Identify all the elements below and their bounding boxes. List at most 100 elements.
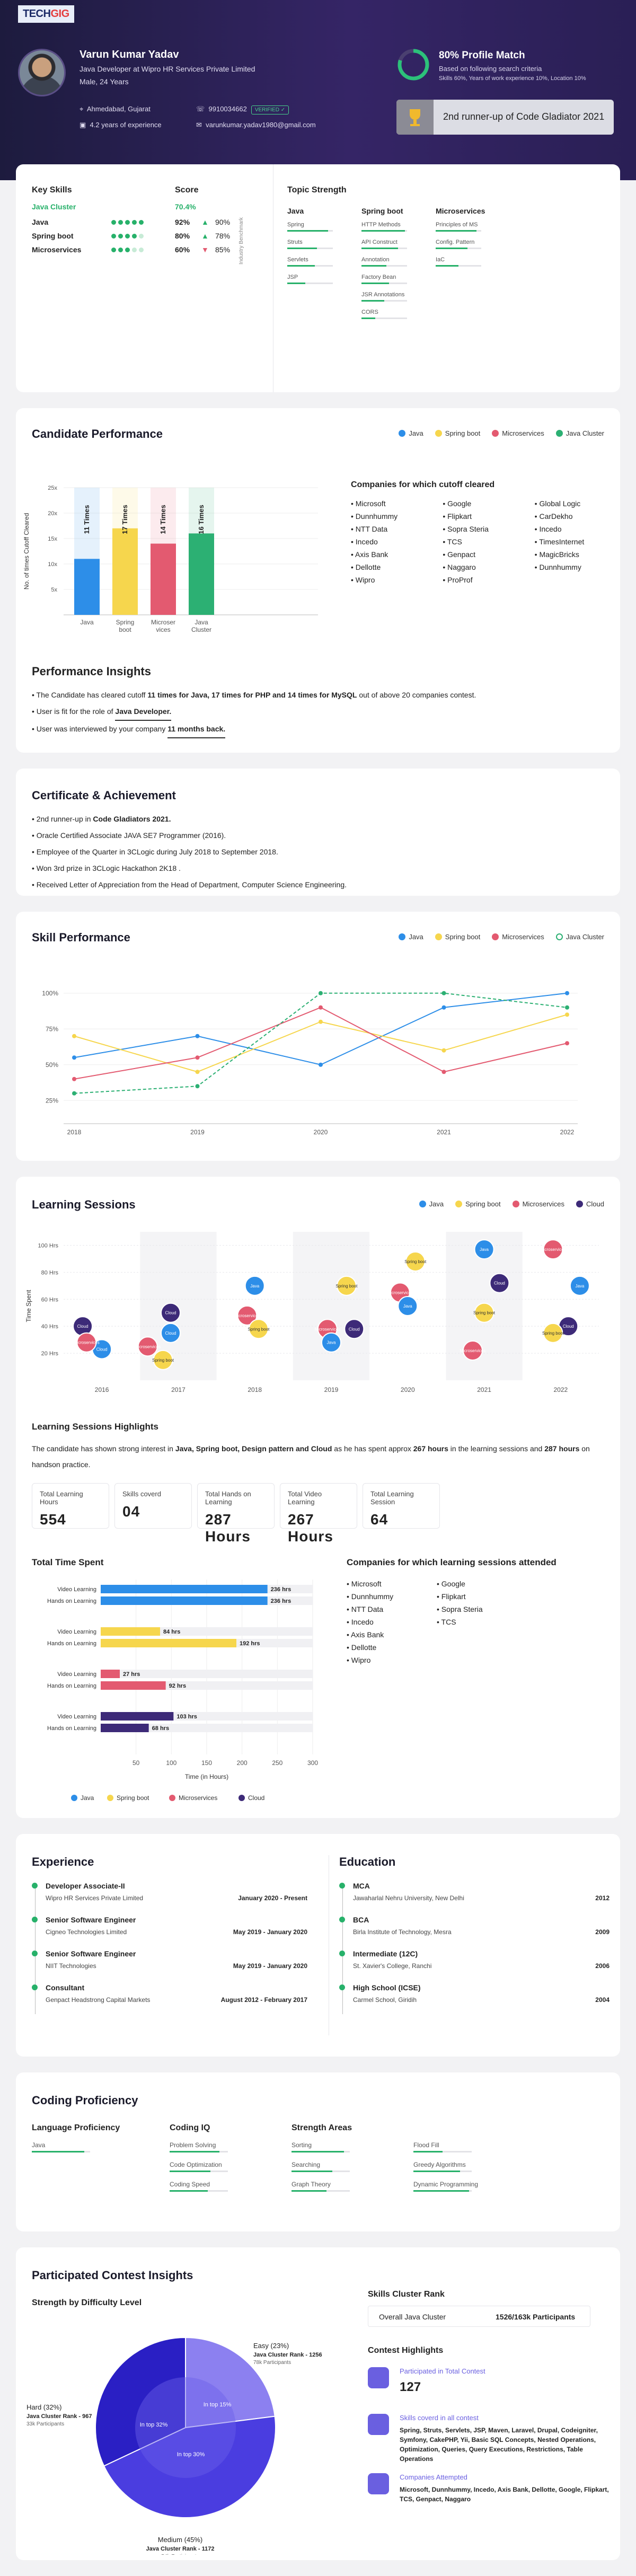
- bar-value-label: 68 hrs: [152, 1725, 169, 1732]
- legend-item[interactable]: Spring boot: [435, 933, 480, 941]
- bubble-label: Cloud: [165, 1331, 176, 1336]
- candidate-meta: Male, 24 Years: [80, 77, 129, 86]
- coding-label: Greedy Algorithms: [413, 2161, 466, 2168]
- email[interactable]: ✉ varunkumar.yadav1980@gmail.com: [196, 121, 316, 129]
- company-name: Google: [441, 1580, 465, 1588]
- bubble-label: Spring boot: [152, 1358, 174, 1363]
- timeline-item: Senior Software Engineer NIIT Technologie…: [32, 1949, 307, 1970]
- bar: [101, 1724, 149, 1732]
- bullet: •: [443, 525, 448, 533]
- education-title: Education: [339, 1855, 396, 1868]
- topic-bar: [436, 265, 481, 267]
- bar: [101, 1712, 174, 1721]
- data-point: [195, 1070, 200, 1074]
- bar-label: 14 Times: [159, 505, 167, 534]
- legend-item[interactable]: Java: [399, 933, 423, 941]
- timeline-sub: Cigneo Technologies Limited May 2019 - Ja…: [46, 1928, 307, 1936]
- coding-column: Flood Fill Greedy Algorithms Dynamic Progr…: [413, 2123, 509, 2200]
- bar-row-label: Video Learning: [57, 1586, 96, 1593]
- timeline-date: 2012: [595, 1894, 610, 1902]
- coding-title: Coding Proficiency: [32, 2094, 138, 2107]
- legend-item[interactable]: Java: [419, 1200, 444, 1208]
- skill-name: Java: [32, 218, 49, 226]
- y-tick-label: 20x: [48, 510, 57, 517]
- y-tick-label: 50%: [46, 1061, 58, 1069]
- company-item: • Sopra Steria: [437, 1605, 527, 1618]
- bar-label: 17 Times: [121, 505, 129, 534]
- skill-performance-legend: Java Spring boot Microservices Java Cluster: [399, 933, 604, 941]
- y-tick-label: 80 Hrs: [41, 1269, 59, 1276]
- topic-bar-fill: [436, 248, 468, 249]
- company-name: Incedo: [355, 537, 378, 546]
- bubble-label: Microservices: [314, 1327, 340, 1331]
- company-name: Google: [447, 499, 472, 508]
- coding-item: Dynamic Programming: [413, 2181, 509, 2192]
- company-item: • TCS: [437, 1618, 527, 1630]
- timeline-date: May 2019 - January 2020: [233, 1928, 307, 1936]
- benchmark-score: 78%: [215, 232, 231, 240]
- bubble-label: Java: [250, 1284, 259, 1289]
- coding-bar: [413, 2171, 472, 2172]
- techgig-logo[interactable]: TECHGIG: [18, 5, 74, 23]
- skill-name: Microservices: [32, 245, 82, 254]
- legend-item[interactable]: Microservices: [512, 1200, 564, 1208]
- coding-heading: [413, 2123, 509, 2141]
- timeline-date: January 2020 - Present: [238, 1894, 307, 1902]
- y-tick-label: 15x: [48, 536, 57, 542]
- score-dot: [111, 220, 116, 225]
- coding-label: Flood Fill: [413, 2141, 439, 2149]
- data-point: [319, 1062, 323, 1067]
- coding-columns: Language Proficiency Java Coding IQ Problem…: [32, 2123, 509, 2200]
- phone-icon: ☏: [196, 105, 205, 113]
- legend-item[interactable]: Java Cluster: [555, 933, 604, 941]
- legend-item[interactable]: Spring boot: [455, 1200, 501, 1208]
- skill-score: 60%: [175, 245, 190, 254]
- coding-label: Graph Theory: [292, 2181, 331, 2188]
- timeline-org: Jawaharlal Nehru University, New Delhi: [353, 1894, 464, 1902]
- company-name: Dellotte: [355, 563, 381, 571]
- bar-track: [101, 1670, 313, 1678]
- stat-card: Total Hands on Learning 287 Hours: [197, 1483, 275, 1545]
- coding-bar-fill: [32, 2151, 84, 2152]
- highlight-text: in the learning sessions and: [448, 1444, 545, 1453]
- company-item: • ProProf: [443, 576, 534, 588]
- column-band: [293, 1232, 370, 1380]
- bar-row-label: Hands on Learning: [47, 1598, 96, 1604]
- x-tick-label: 2017: [171, 1386, 186, 1393]
- data-point: [195, 1034, 200, 1038]
- bar-value-label: 27 hrs: [123, 1671, 140, 1678]
- coding-proficiency-card: Coding Proficiency Language Proficiency J…: [16, 2072, 620, 2231]
- company-item: • Dellotte: [351, 563, 443, 576]
- skill-row: Spring boot 80% ▲ 78%: [32, 229, 238, 243]
- company-name: ProProf: [447, 576, 473, 584]
- coding-label: Sorting: [292, 2141, 312, 2149]
- company-item: • MagicBricks: [535, 550, 620, 563]
- legend-item[interactable]: Java Cluster: [555, 429, 604, 437]
- companies-cutoff-list: • Microsoft • Dunnhummy • NTT Data • Incedo…: [351, 499, 620, 588]
- legend-item[interactable]: Java: [399, 429, 423, 437]
- legend-item[interactable]: Microservices: [492, 933, 544, 941]
- certificate-item: • Received Letter of Appreciation from t…: [32, 877, 347, 893]
- certificate-item: • Won 3rd prize in 3CLogic Hackathon 2K1…: [32, 860, 347, 877]
- bullet: •: [351, 563, 356, 571]
- legend-item[interactable]: Microservices: [492, 429, 544, 437]
- bar: [112, 528, 138, 615]
- match-title: 80% Profile Match: [439, 50, 525, 61]
- data-point: [441, 1070, 446, 1074]
- stat-label: Total Learning Session: [370, 1490, 414, 1506]
- bullet: •: [534, 525, 540, 533]
- bar-row-label: Hands on Learning: [47, 1640, 96, 1647]
- timeline-title: MCA: [353, 1882, 370, 1890]
- cluster-score: 70.4%: [175, 202, 196, 211]
- insight-bold: Java Developer.: [115, 703, 172, 721]
- highlight-bold: 287 hours: [544, 1444, 580, 1453]
- learning-stats: Total Learning Hours 554 Skills coverd 04 To…: [32, 1483, 440, 1545]
- legend-item[interactable]: Spring boot: [435, 429, 480, 437]
- legend-item[interactable]: Cloud: [576, 1200, 604, 1208]
- data-point: [195, 1055, 200, 1060]
- data-point: [441, 1048, 446, 1053]
- bubble-label: Java: [403, 1304, 412, 1309]
- bar: [101, 1596, 268, 1605]
- topic-item: HTTP Methods: [361, 222, 414, 232]
- data-point: [72, 1077, 76, 1081]
